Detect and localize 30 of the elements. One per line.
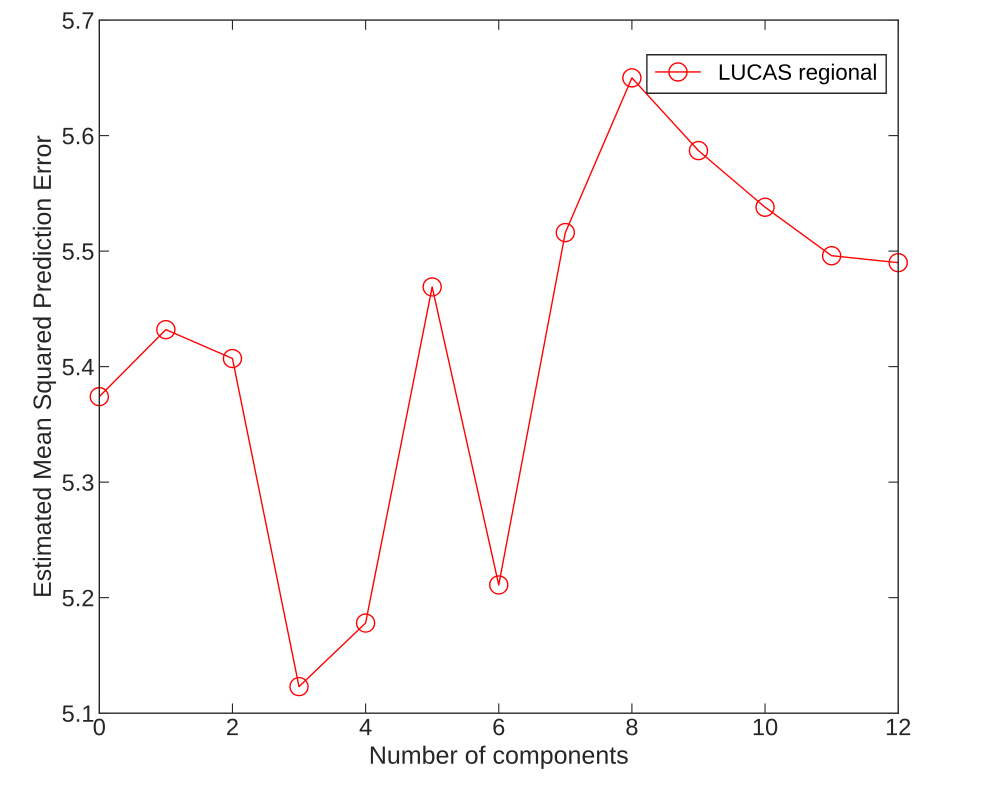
legend-label: LUCAS regional (720, 64, 876, 84)
x-tick-label: 6 (493, 718, 504, 736)
point (356, 613, 376, 633)
y-axis-title: Estimated Mean Squared Prediction Error (32, 136, 56, 596)
point (888, 252, 908, 272)
x-tick-label: 2 (227, 718, 238, 736)
y-tick-label: 5.4 (62, 358, 94, 376)
y-tick-label: 5.6 (62, 128, 94, 144)
x-tick-label: 4 (360, 718, 372, 736)
x-tick-label: 10 (754, 718, 778, 736)
point (489, 575, 508, 595)
x-axis-title: Number of components (370, 746, 628, 769)
x-tick-label: 12 (886, 718, 910, 736)
point (755, 198, 775, 217)
y-tick-label: 5.3 (62, 474, 94, 491)
y-tick-label: 5.7 (62, 12, 94, 29)
x-tick-label: 0 (94, 718, 105, 736)
point (156, 320, 176, 340)
point (90, 386, 110, 406)
point (422, 277, 442, 297)
point (622, 68, 642, 88)
point (556, 222, 576, 242)
point (222, 348, 242, 368)
y-tick-label: 5.1 (62, 705, 94, 722)
y-tick-label: 5.2 (62, 590, 94, 606)
x-tick-label: 8 (626, 718, 638, 736)
point (822, 246, 842, 266)
point (289, 676, 309, 696)
y-tick-label: 5.5 (62, 243, 94, 260)
point (688, 140, 708, 160)
